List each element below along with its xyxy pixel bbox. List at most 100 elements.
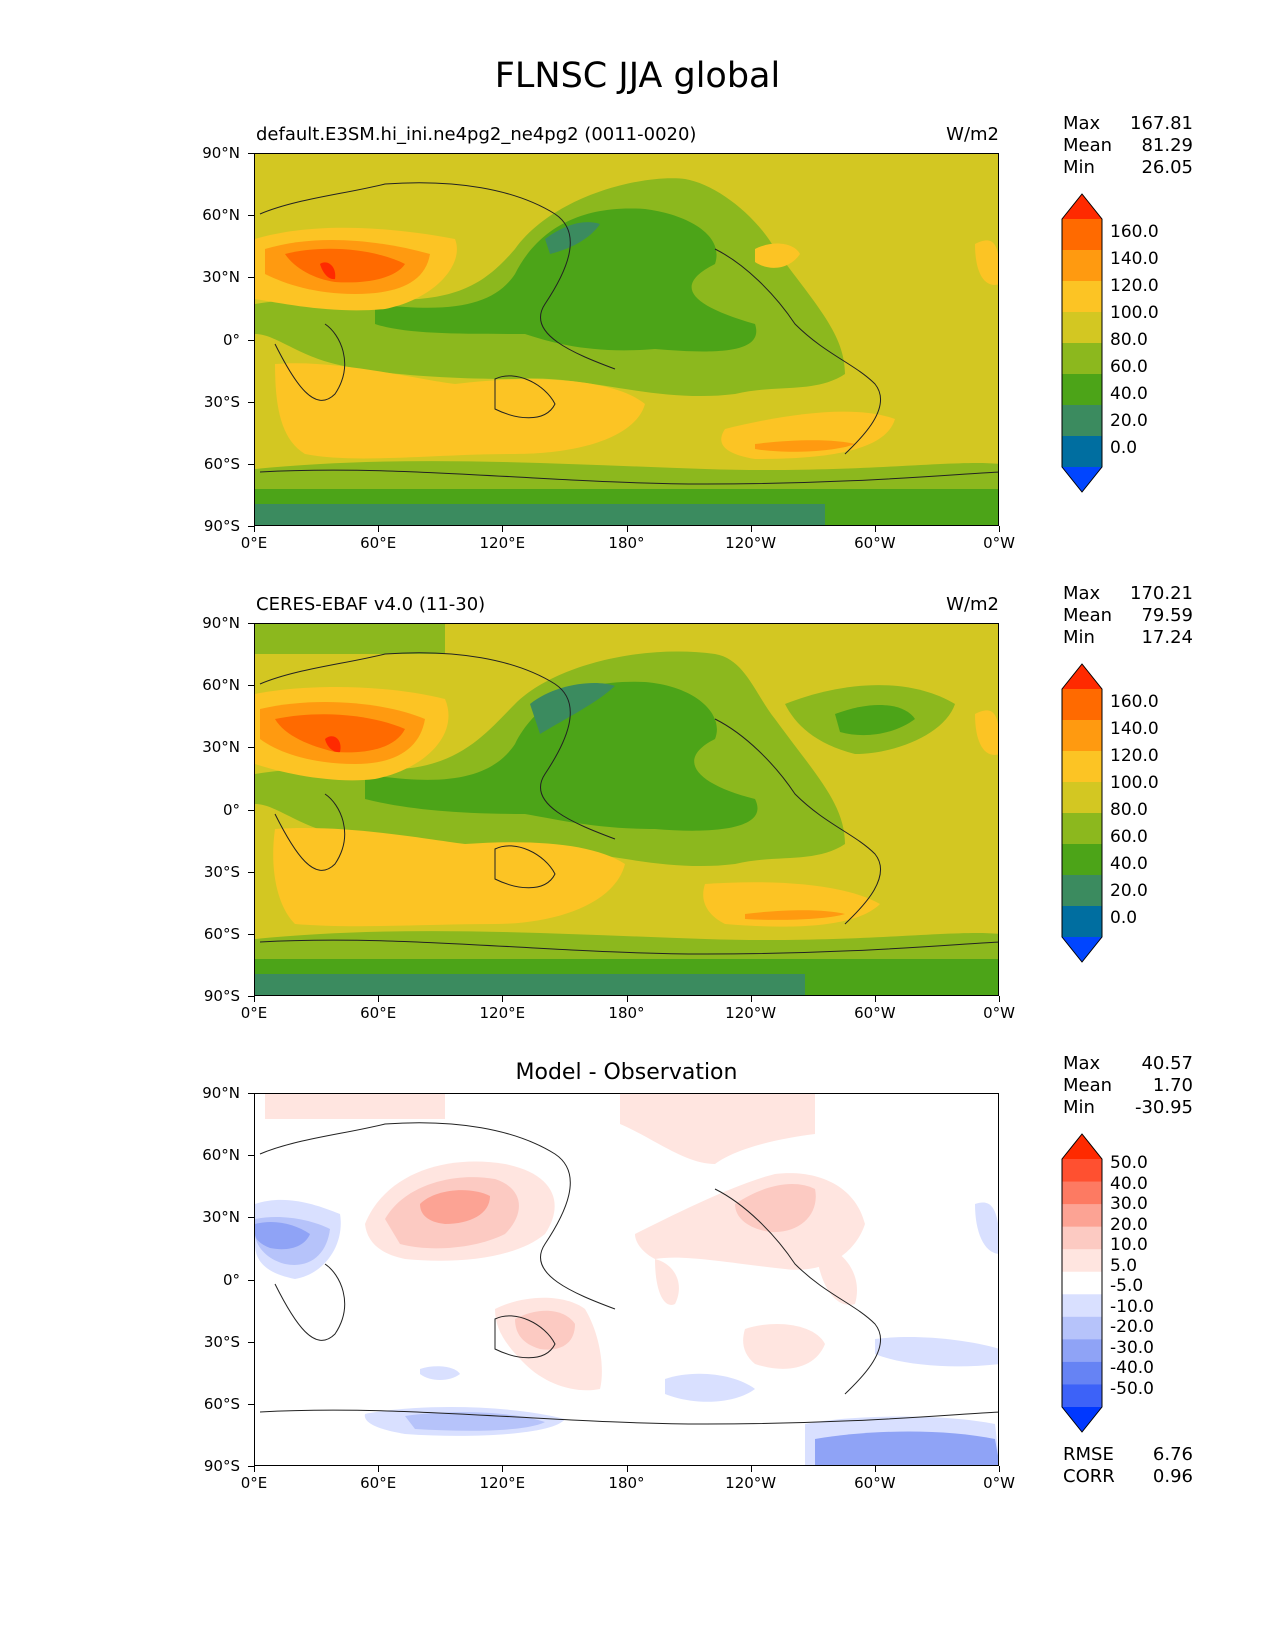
colorbar-segment	[1062, 813, 1102, 845]
x-tick-label: 60°W	[854, 534, 896, 552]
y-tick-label: 60°N	[202, 676, 240, 695]
colorbar-tick-label: 40.0	[1110, 1173, 1148, 1194]
colorbar-segment	[1062, 751, 1102, 783]
x-tick	[874, 996, 876, 1002]
y-tick-label: 30°S	[203, 1332, 240, 1351]
x-tick	[750, 526, 752, 532]
colorbar-tick-label: 10.0	[1110, 1235, 1148, 1255]
y-tick-label: 30°N	[202, 268, 240, 287]
model-contour-map	[255, 154, 998, 525]
y-tick	[248, 1466, 254, 1467]
y-tick	[248, 401, 254, 403]
stat-value: 79.59	[1141, 605, 1193, 626]
contour-green-nw-pacific	[545, 222, 600, 254]
colorbar-extend-max	[1062, 194, 1102, 219]
colorbar-segment	[1062, 1204, 1102, 1228]
colorbar-tick-label: -5.0	[1110, 1276, 1144, 1296]
colorbar-segment	[1062, 782, 1102, 814]
y-tick-label: 90°N	[202, 144, 240, 162]
difference-map	[254, 1093, 999, 1466]
y-tick-label: 90°N	[202, 1084, 240, 1102]
stat-label: RMSE	[1063, 1444, 1114, 1465]
colorbar-extend-min	[1062, 1407, 1102, 1432]
colorbar-extend-max	[1062, 1134, 1102, 1159]
y-tick	[248, 1341, 254, 1343]
colorbar-tick-label: 120.0	[1110, 276, 1159, 296]
stat-value: 167.81	[1130, 113, 1193, 134]
y-tick	[248, 1403, 254, 1405]
colorbar-segment	[1062, 720, 1102, 752]
colorbar-extend-min	[1062, 467, 1102, 492]
colorbar-outline	[1061, 193, 1103, 493]
y-tick	[248, 623, 254, 624]
contour-120-south-pacific	[745, 910, 845, 920]
difference-title: Model - Observation	[515, 1060, 738, 1085]
colorbar-tick-label: 5.0	[1110, 1255, 1138, 1276]
contour-40	[375, 208, 757, 352]
contour-40-north-atlantic	[835, 704, 915, 736]
colorbar-segment	[1062, 405, 1102, 437]
y-tick	[248, 277, 254, 279]
y-tick-label: 60°S	[203, 454, 240, 473]
observation-map	[254, 623, 999, 996]
colorbar-tick-label: 100.0	[1110, 303, 1159, 323]
colorbar-tick-label: 0.0	[1110, 908, 1138, 928]
x-tick-label: 0°E	[240, 534, 268, 552]
colorbar-segment	[1062, 312, 1102, 344]
y-tick-label: 90°S	[203, 1457, 240, 1475]
y-tick	[248, 1093, 254, 1094]
contour-60-arctic-strip	[255, 624, 445, 654]
figure-title: FLNSC JJA global	[494, 56, 781, 96]
colorbar-tick-label: 160.0	[1110, 222, 1159, 242]
colorbar-segment	[1062, 281, 1102, 313]
y-tick	[248, 747, 254, 749]
x-tick	[254, 1466, 255, 1472]
colorbar-extend-min	[1062, 937, 1102, 962]
y-tick	[248, 871, 254, 873]
y-tick	[248, 463, 254, 465]
y-tick-label: 0°	[222, 800, 240, 819]
contour-pos-south-atlantic	[743, 1324, 825, 1369]
colorbar-segment	[1062, 875, 1102, 907]
x-tick	[626, 1466, 628, 1472]
contour-20-antarctica	[255, 974, 805, 995]
x-tick	[999, 526, 1000, 532]
x-tick-label: 60°W	[854, 1474, 896, 1492]
observation-stats: Max 170.21 Mean 79.59 Min 17.24	[1063, 583, 1193, 649]
difference-colorbar	[1061, 1133, 1103, 1433]
x-tick	[874, 1466, 876, 1472]
y-tick-label: 90°N	[202, 614, 240, 632]
colorbar-tick-label: -30.0	[1110, 1337, 1154, 1358]
colorbar-tick-label: 140.0	[1110, 719, 1159, 739]
colorbar-segment	[1062, 219, 1102, 251]
panel-title-left: default.E3SM.hi_ini.ne4pg2_ne4pg2 (0011-…	[256, 124, 697, 145]
colorbar-tick-label: 140.0	[1110, 249, 1159, 269]
stat-value: 17.24	[1141, 627, 1193, 648]
stat-value: 0.96	[1152, 1466, 1193, 1487]
colorbar-segment	[1062, 1384, 1102, 1408]
colorbar-tick-label: 20.0	[1110, 1214, 1148, 1235]
y-tick-label: 60°S	[203, 924, 240, 943]
x-tick	[999, 1466, 1000, 1472]
contour-neg-south-pacific	[665, 1373, 755, 1402]
x-tick-label: 0°W	[983, 534, 1015, 552]
x-tick	[378, 996, 380, 1002]
contour-100-south	[275, 363, 645, 459]
x-tick-label: 0°W	[983, 1004, 1015, 1022]
contour-100-mexico	[755, 243, 800, 268]
coastline-outline	[259, 652, 998, 955]
contour-40	[365, 681, 758, 831]
observation-colorbar	[1061, 663, 1103, 963]
y-tick	[248, 996, 254, 997]
y-tick	[248, 933, 254, 935]
difference-stats: Max 40.57 Mean 1.70 Min -30.95	[1063, 1053, 1193, 1119]
x-tick	[502, 996, 504, 1002]
contour-neg-indian	[420, 1366, 460, 1380]
stat-value: 40.57	[1141, 1053, 1193, 1074]
contour-pos-arctic-1	[265, 1094, 445, 1119]
colorbar-segment	[1062, 1271, 1102, 1295]
colorbar-segment	[1062, 1316, 1102, 1340]
colorbar-tick-label: -10.0	[1110, 1296, 1154, 1317]
x-tick-label: 0°E	[240, 1004, 268, 1022]
x-tick-label: 60°E	[360, 534, 397, 552]
